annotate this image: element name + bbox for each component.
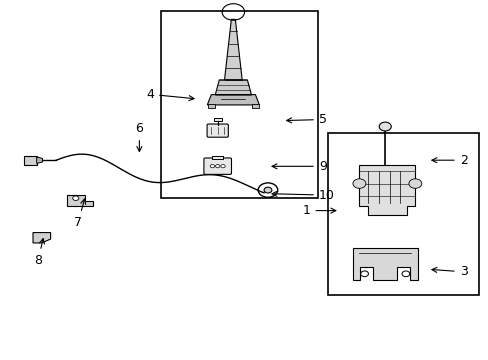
Text: 8: 8 <box>34 239 44 267</box>
Circle shape <box>360 271 367 277</box>
Polygon shape <box>215 80 251 95</box>
Bar <box>161 11 317 198</box>
Bar <box>24 156 37 165</box>
Circle shape <box>401 271 409 277</box>
Polygon shape <box>37 157 42 163</box>
Circle shape <box>215 165 220 168</box>
Polygon shape <box>359 165 414 215</box>
Text: 4: 4 <box>146 88 194 101</box>
Text: 10: 10 <box>271 189 334 202</box>
Bar <box>213 118 222 121</box>
Circle shape <box>408 179 421 188</box>
Bar <box>327 133 478 295</box>
Text: 6: 6 <box>135 122 143 152</box>
Circle shape <box>221 165 224 168</box>
Bar <box>212 156 223 159</box>
Polygon shape <box>33 233 51 243</box>
Circle shape <box>352 179 365 188</box>
FancyBboxPatch shape <box>203 158 231 174</box>
Circle shape <box>378 122 390 131</box>
Polygon shape <box>207 95 259 105</box>
Text: 9: 9 <box>271 160 326 173</box>
Text: 5: 5 <box>286 113 326 126</box>
Bar <box>252 104 258 108</box>
Polygon shape <box>67 195 92 206</box>
Circle shape <box>73 196 79 201</box>
Circle shape <box>264 187 271 193</box>
Polygon shape <box>352 248 417 280</box>
Text: 2: 2 <box>431 154 467 167</box>
Text: 3: 3 <box>431 265 467 278</box>
Circle shape <box>210 165 214 168</box>
FancyBboxPatch shape <box>207 124 228 137</box>
Text: 7: 7 <box>74 199 85 229</box>
Polygon shape <box>224 19 242 80</box>
Bar <box>208 104 214 108</box>
Text: 1: 1 <box>302 204 335 217</box>
